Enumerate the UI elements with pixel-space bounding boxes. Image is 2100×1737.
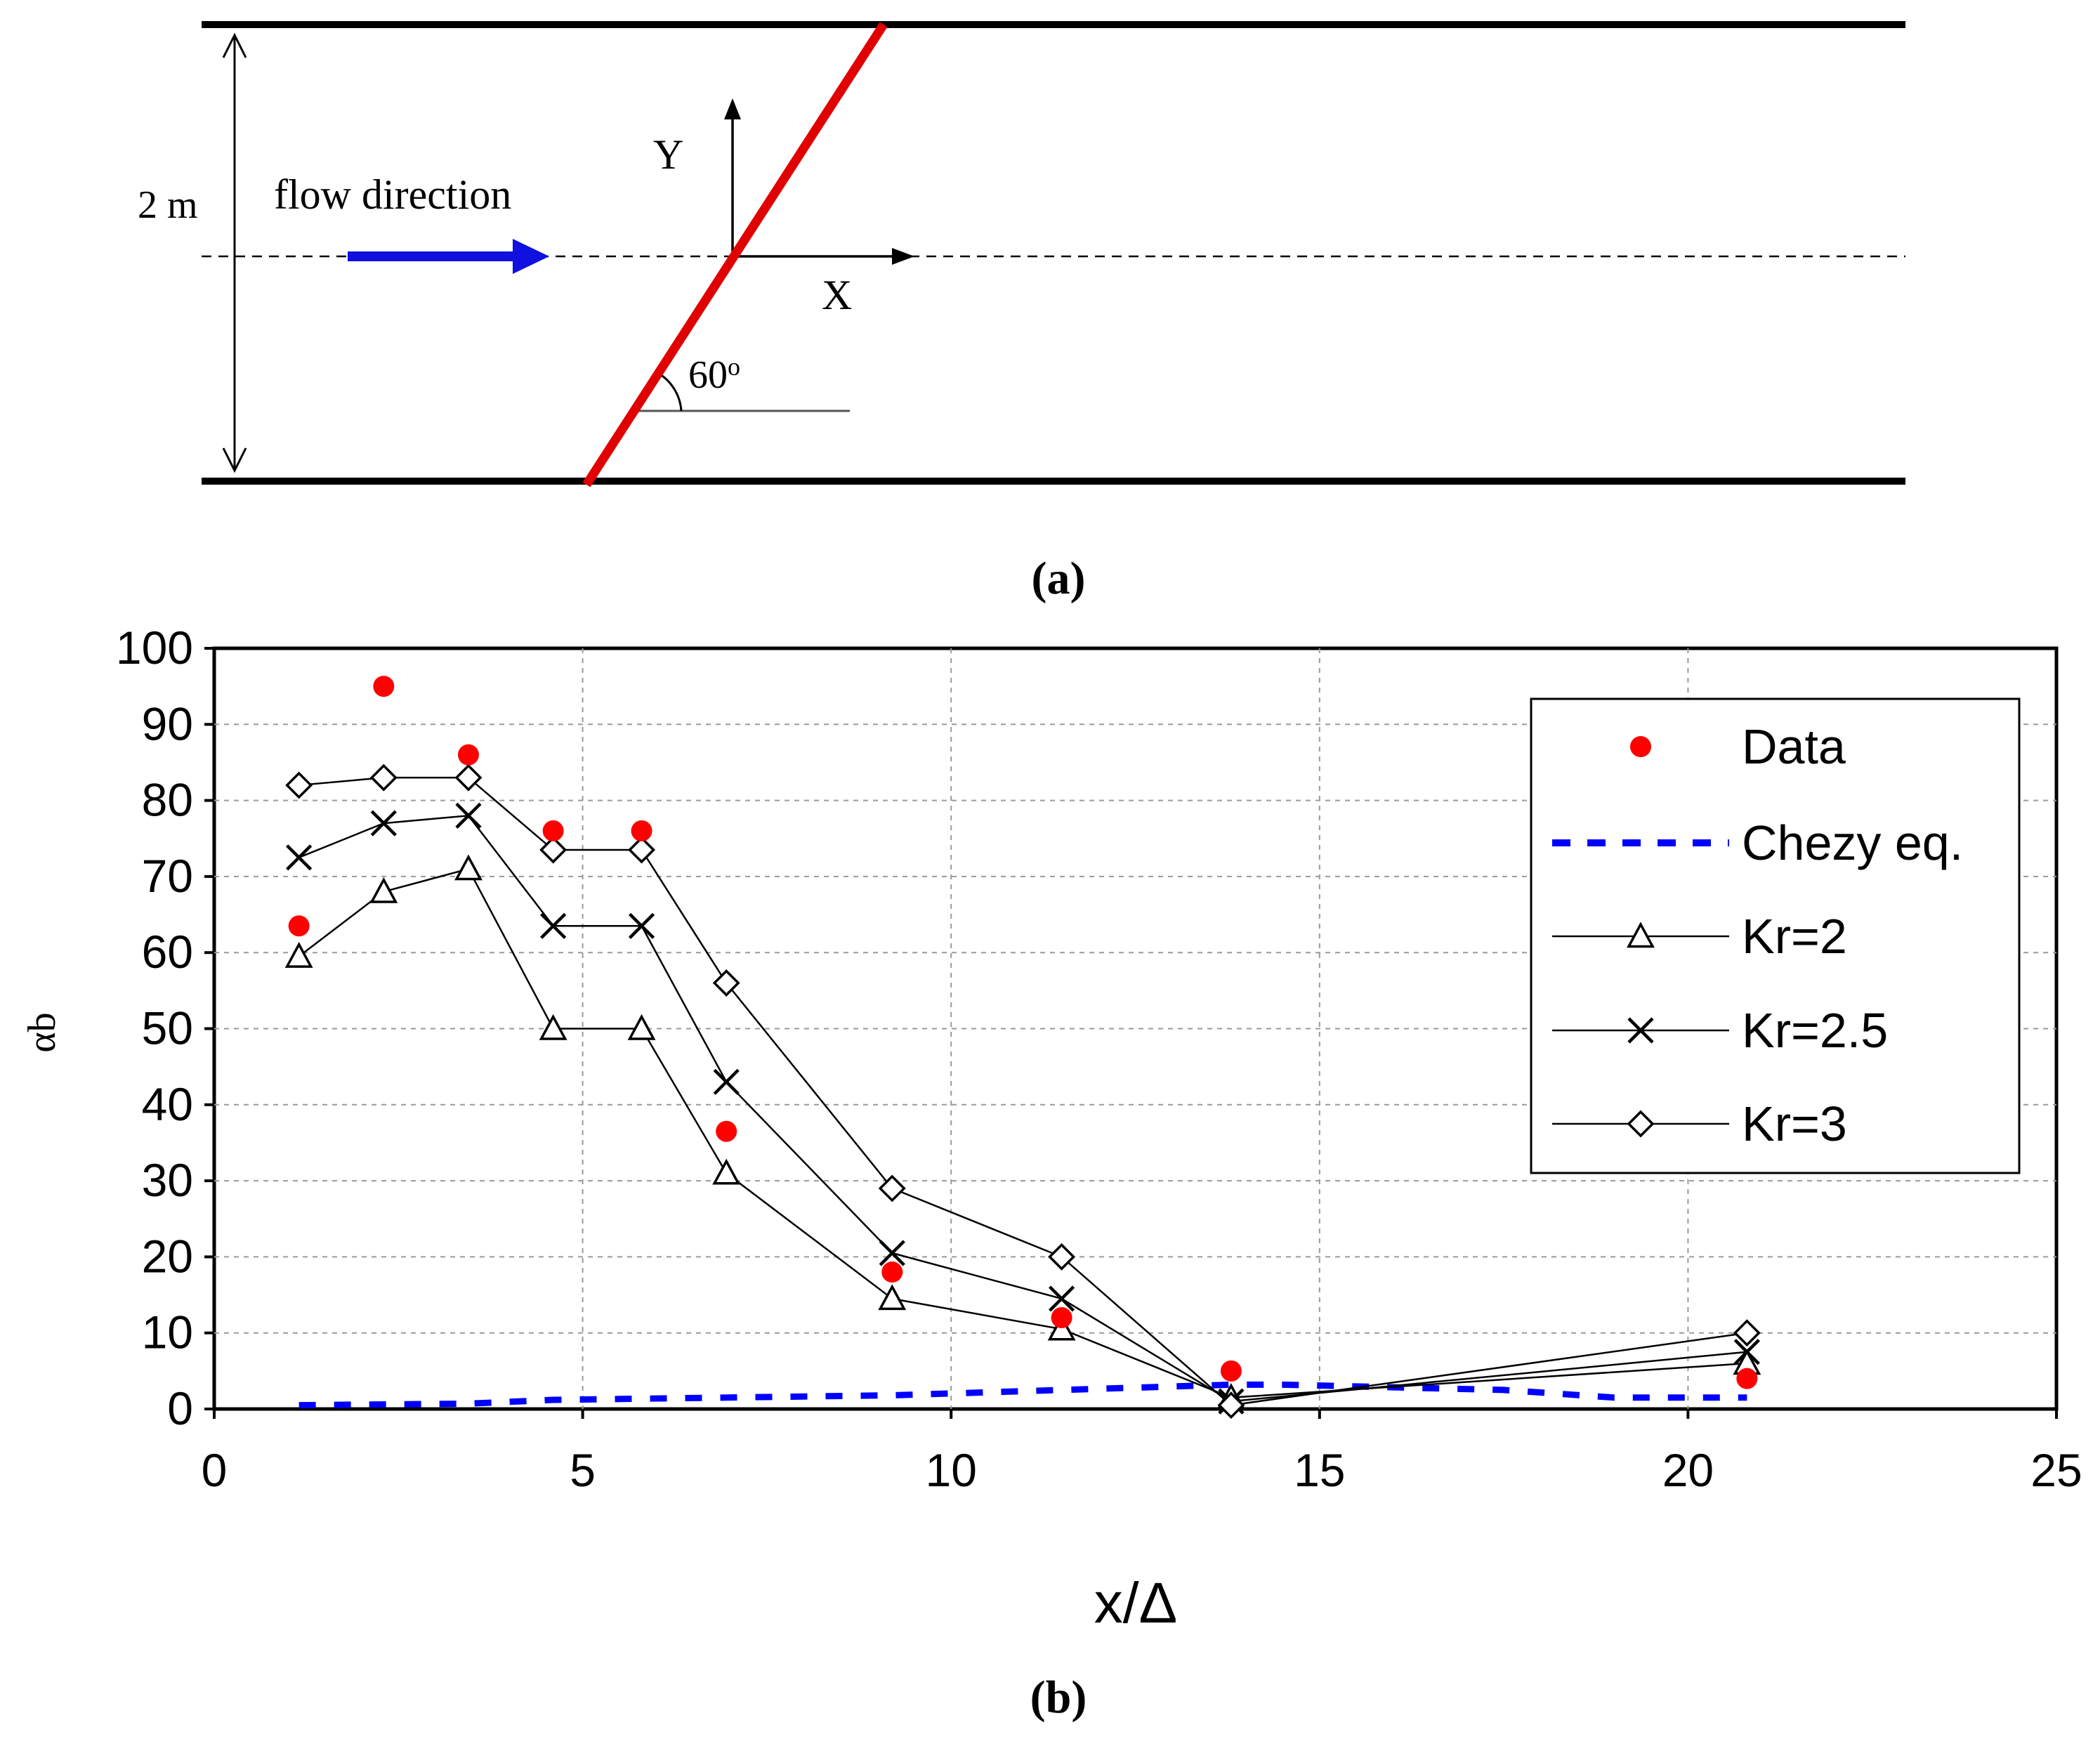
point-data [881, 1261, 903, 1283]
point-kr-2-5 [370, 810, 397, 837]
width-label: 2 m [138, 183, 198, 227]
series-line-kr-3 [298, 776, 1747, 1406]
point-kr-3 [628, 836, 656, 864]
oblique-weir [582, 22, 888, 487]
legend-marker-kr-2-5 [1627, 1017, 1654, 1044]
x-axis-title: x/Δ [1094, 1571, 1178, 1635]
legend-label-chezy-eq: Chezy eq. [1742, 815, 1963, 870]
flow-arrow-icon [348, 239, 549, 274]
point-kr-3 [1048, 1243, 1076, 1271]
point-data [288, 915, 310, 937]
point-kr-3 [878, 1174, 906, 1202]
point-kr-2-5 [1048, 1285, 1075, 1312]
point-kr-3 [454, 763, 483, 792]
x-tick-label: 0 [202, 1444, 228, 1496]
point-data [373, 676, 395, 697]
legend-label-kr-2: Kr=2 [1742, 909, 1847, 964]
point-kr-2-5 [879, 1240, 905, 1266]
width-dimension-arrow [222, 32, 247, 473]
series-layer [284, 676, 1761, 1420]
point-kr-2-5 [1733, 1339, 1760, 1365]
point-data [457, 744, 479, 766]
series-line-kr-2 [298, 867, 1747, 1399]
series-line-kr-2-5 [298, 814, 1747, 1403]
channel-schematic: 2 m flow direction Y X 60o [138, 21, 1905, 487]
point-kr-2 [878, 1284, 907, 1311]
point-data [542, 820, 564, 841]
legend-label-kr-3: Kr=3 [1742, 1096, 1847, 1151]
legend-label-data: Data [1742, 719, 1846, 774]
legend-item-kr-3: Kr=3 [1552, 1096, 1847, 1151]
series-line-chezy-eq [298, 1381, 1747, 1409]
point-kr-3 [1733, 1319, 1761, 1347]
point-kr-3 [712, 969, 740, 997]
legend-item-data: Data [1630, 719, 1846, 774]
y-tick-label: 20 [142, 1230, 193, 1282]
y-axis-label: Y [653, 131, 683, 178]
legend-marker-data [1630, 736, 1651, 757]
legend-item-kr-2-5: Kr=2.5 [1552, 1003, 1888, 1058]
y-tick-label: 60 [142, 926, 193, 978]
point-data [631, 820, 652, 841]
x-tick-label: 20 [1662, 1444, 1714, 1496]
point-kr-2-5 [455, 802, 482, 829]
x-tick-label: 10 [925, 1444, 976, 1496]
point-kr-3 [369, 763, 398, 792]
point-kr-3 [1217, 1391, 1245, 1420]
legend-marker-kr-2 [1627, 922, 1655, 948]
legend-marker-kr-3 [1627, 1110, 1655, 1138]
panel-a-caption: (a) [1032, 553, 1086, 604]
x-tick-label: 25 [2030, 1444, 2082, 1496]
point-kr-2 [627, 1014, 656, 1040]
point-kr-2 [539, 1014, 567, 1040]
y-tick-label: 100 [116, 622, 193, 674]
y-tick-label: 0 [167, 1382, 193, 1434]
point-kr-3 [539, 836, 567, 864]
y-tick-label: 10 [142, 1306, 193, 1358]
point-kr-2-5 [286, 844, 313, 871]
legend-item-kr-2: Kr=2 [1552, 909, 1847, 964]
legend: Data Chezy eq. Kr=2 Kr=2.5 Kr=3 [1530, 697, 2021, 1174]
x-axis-arrow [733, 248, 914, 265]
legend-entries: Data Chezy eq. Kr=2 Kr=2.5 Kr=3 [1552, 719, 1963, 1151]
y-axis-arrow [724, 98, 741, 256]
point-kr-2 [712, 1158, 741, 1185]
y-tick-label: 30 [142, 1154, 193, 1206]
point-kr-3 [285, 771, 313, 799]
y-tick-label: 80 [142, 774, 193, 826]
y-axis-title: αb [20, 1012, 64, 1052]
point-data [716, 1120, 737, 1142]
point-kr-2-5 [713, 1068, 740, 1095]
point-kr-2 [369, 877, 398, 903]
x-axis-label: X [822, 272, 852, 318]
x-tick-label: 5 [570, 1444, 596, 1496]
y-tick-label: 40 [142, 1078, 193, 1130]
point-data [1051, 1307, 1072, 1329]
legend-item-chezy-eq: Chezy eq. [1552, 815, 1963, 870]
panel-b-caption: (b) [1030, 1672, 1087, 1723]
point-kr-2 [284, 941, 313, 968]
point-data [1736, 1368, 1758, 1389]
y-tick-label: 70 [142, 850, 193, 902]
point-data [1220, 1360, 1242, 1382]
point-kr-2 [454, 854, 483, 881]
x-tick-label: 15 [1294, 1444, 1345, 1496]
legend-label-kr-2-5: Kr=2.5 [1742, 1003, 1888, 1058]
axis-ticks: 0 10 20 30 40 50 60 70 80 90 100 0 5 10 15 20 25 [116, 622, 2082, 1496]
flow-direction-label: flow direction [274, 171, 511, 218]
point-kr-2-5 [540, 912, 567, 939]
point-kr-2-5 [628, 912, 655, 939]
y-tick-label: 50 [142, 1002, 193, 1054]
y-tick-label: 90 [142, 697, 193, 749]
angle-label: 60o [688, 353, 740, 397]
